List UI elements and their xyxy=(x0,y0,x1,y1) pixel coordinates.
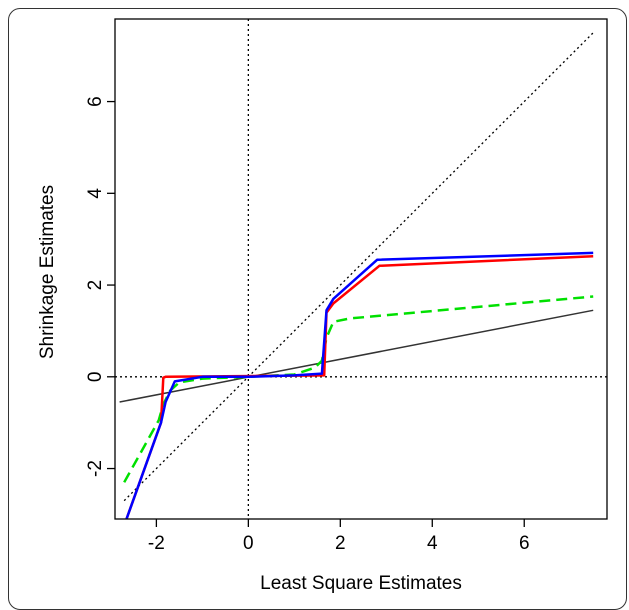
x-tick-label: 4 xyxy=(427,533,438,554)
y-axis-label: Shrinkage Estimates xyxy=(37,185,58,359)
x-tick-label: 0 xyxy=(243,533,254,554)
x-tick-label: 6 xyxy=(519,533,530,554)
series-line-1 xyxy=(119,309,594,403)
y-tick-label: 2 xyxy=(85,280,106,291)
x-tick-label: 2 xyxy=(335,533,346,554)
x-axis-label: Least Square Estimates xyxy=(260,573,462,594)
figure-frame xyxy=(8,8,627,610)
axes: -2 0 2 4 6 -2 0 2 4 6 xyxy=(85,96,530,554)
y-tick-label: 4 xyxy=(85,188,106,199)
y-tick-label: -2 xyxy=(85,460,106,477)
identity-line xyxy=(123,32,594,502)
y-tick-label: 0 xyxy=(85,372,106,383)
plot-box xyxy=(114,18,608,520)
x-tick-label: -2 xyxy=(148,533,165,554)
series-line-4 xyxy=(125,251,594,519)
shrinkage-chart: -2 0 2 4 6 -2 0 2 4 6 Least Square Estimates Shri… xyxy=(37,18,608,594)
y-tick-label: 6 xyxy=(85,96,106,107)
plot-lines xyxy=(115,19,607,519)
series-line-3 xyxy=(125,254,594,519)
